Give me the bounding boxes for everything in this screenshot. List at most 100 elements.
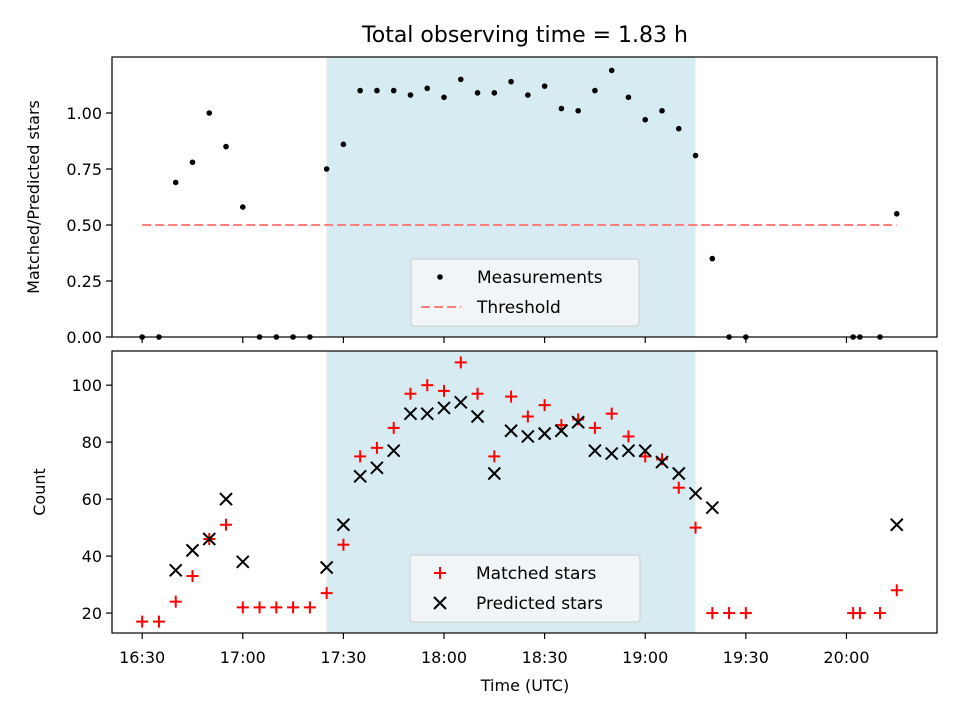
measurement-point — [608, 67, 615, 74]
x-tick-label: 19:30 — [723, 648, 769, 667]
predicted-star-point — [219, 492, 233, 506]
bottom-x-ticks: 16:30 17:00 17:30 18:00 18:30 19:00 19:30 20:00 — [119, 633, 870, 667]
predicted-star-point — [554, 424, 569, 438]
bot-y-tick-label: 60 — [82, 490, 102, 509]
top-y-axis-label: Matched/Predicted stars — [24, 100, 43, 294]
measurement-point — [223, 143, 229, 150]
predicted-star-point — [202, 532, 216, 546]
predicted-star-point — [604, 446, 619, 461]
predicted-star-point — [521, 429, 535, 444]
x-tick-label: 17:30 — [320, 648, 366, 667]
measurement-point — [675, 125, 682, 132]
matched-star-point — [555, 419, 568, 432]
matched-star-point — [236, 601, 249, 614]
matched-star-point — [505, 390, 518, 403]
top-y-tick-label: 1.00 — [66, 104, 102, 123]
matched-star-point — [605, 407, 618, 420]
bottom-marks — [136, 356, 904, 628]
matched-star-point — [370, 441, 383, 454]
measurement-point — [541, 83, 548, 89]
legend-measurements-marker — [437, 274, 443, 280]
bottom-y-ticks: 20 40 60 80 100 — [71, 376, 112, 623]
measurement-point — [407, 92, 414, 98]
matched-star-point — [438, 384, 451, 397]
measurement-point — [441, 94, 447, 101]
measurement-point — [457, 76, 464, 83]
predicted-star-point — [537, 426, 552, 441]
bot-y-tick-label: 100 — [71, 376, 102, 395]
matched-star-point — [471, 387, 484, 400]
x-tick-label: 20:00 — [823, 648, 869, 667]
x-axis-label: Time (UTC) — [480, 676, 569, 695]
predicted-star-point — [504, 424, 518, 438]
matched-star-point — [186, 570, 199, 583]
predicted-star-point — [705, 500, 720, 515]
measurement-point — [374, 87, 380, 94]
matched-star-point — [136, 615, 149, 628]
top-chart-title: Total observing time = 1.83 h — [361, 23, 688, 48]
matched-star-point — [152, 615, 165, 628]
bottom-y-axis-label: Count — [30, 468, 49, 516]
matched-star-point — [538, 399, 551, 412]
matched-star-point — [404, 387, 417, 400]
top-y-tick-label: 0.25 — [66, 272, 102, 291]
predicted-star-point — [672, 466, 686, 481]
predicted-star-point — [420, 406, 434, 421]
matched-star-point — [588, 421, 601, 434]
predicted-star-point — [387, 443, 401, 458]
matched-star-point — [622, 430, 635, 443]
predicted-star-point — [454, 395, 468, 409]
matched-star-point — [739, 607, 752, 620]
measurement-point — [189, 159, 196, 166]
x-tick-label: 16:30 — [119, 648, 165, 667]
predicted-star-point — [370, 461, 384, 475]
predicted-star-point — [890, 518, 904, 532]
top-marks — [139, 67, 900, 340]
bottom-legend: Matched stars Predicted stars — [409, 554, 641, 623]
measurement-point — [709, 255, 716, 262]
predicted-star-point — [470, 409, 485, 424]
top-legend-box — [410, 258, 640, 327]
measurement-point — [206, 110, 213, 116]
matched-star-point — [689, 521, 702, 534]
predicted-star-point — [655, 455, 669, 469]
predicted-star-point — [336, 518, 351, 532]
matched-star-point — [639, 450, 652, 463]
legend-threshold-label: Threshold — [476, 298, 561, 318]
predicted-star-point — [403, 406, 418, 421]
measurement-point — [692, 152, 699, 159]
matched-star-point — [303, 601, 316, 614]
matched-star-point — [270, 601, 283, 614]
bottom-panel: 20 40 60 80 100 16:30 17:00 17:30 18:00 18:30 19:… — [30, 350, 938, 695]
measurement-point — [592, 87, 598, 94]
top-frame — [111, 56, 938, 338]
measurement-point — [424, 85, 431, 92]
matched-star-point — [723, 607, 736, 620]
measurement-point — [474, 90, 481, 96]
top-panel: 0.00 0.25 0.50 0.75 1.00 Matched/Predicted s… — [24, 56, 938, 347]
matched-star-point — [287, 601, 300, 614]
matched-star-point — [220, 518, 233, 531]
predicted-star-point — [319, 560, 334, 575]
measurement-point — [239, 204, 246, 210]
measurement-point — [525, 92, 531, 98]
x-tick-label: 19:00 — [622, 648, 668, 667]
matched-star-point — [354, 450, 367, 463]
matched-star-point — [387, 421, 400, 434]
x-tick-label: 17:00 — [220, 648, 266, 667]
predicted-star-point — [236, 555, 250, 569]
bot-y-tick-label: 40 — [82, 547, 102, 566]
x-tick-label: 18:30 — [522, 648, 568, 667]
matched-star-point — [454, 356, 467, 369]
matched-star-point — [672, 481, 685, 494]
matched-star-point — [706, 607, 719, 620]
predicted-star-point — [353, 469, 367, 484]
matched-star-point — [853, 607, 866, 620]
top-legend: Measurements Threshold — [410, 258, 640, 327]
predicted-star-point — [185, 543, 200, 558]
legend-predicted-label: Predicted stars — [476, 594, 603, 614]
top-y-tick-label: 0.00 — [66, 328, 102, 347]
bot-y-tick-label: 80 — [82, 433, 102, 452]
matched-star-point — [253, 601, 266, 614]
predicted-star-point — [688, 486, 703, 501]
